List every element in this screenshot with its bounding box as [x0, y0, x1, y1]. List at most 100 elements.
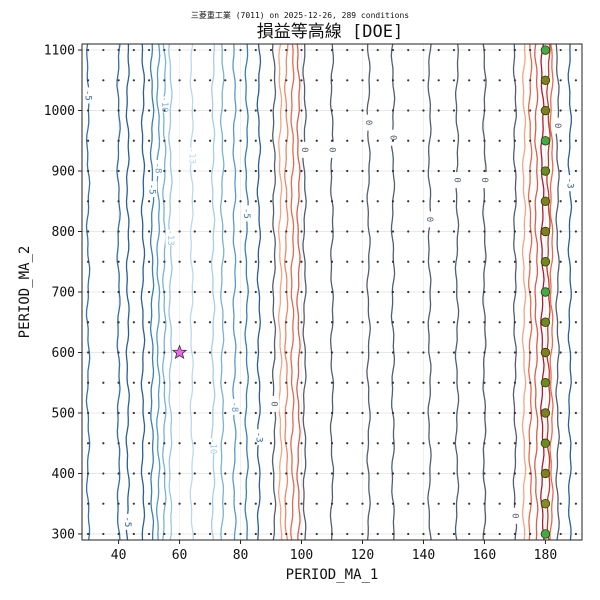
sample-point — [239, 260, 242, 263]
sample-point — [452, 169, 456, 173]
sample-point — [315, 321, 318, 324]
sample-point — [315, 502, 318, 505]
sample-point — [285, 200, 288, 203]
sample-point — [513, 290, 517, 294]
sample-point — [422, 290, 425, 294]
sample-point — [407, 260, 410, 263]
sample-point — [117, 351, 120, 354]
contour-label: -5 — [83, 90, 93, 101]
sample-point — [452, 472, 456, 475]
sample-point — [498, 200, 501, 203]
sample-point — [346, 169, 349, 173]
sample-point — [254, 411, 257, 415]
sample-point — [330, 200, 334, 203]
sample-point — [239, 169, 242, 173]
sample-point — [498, 290, 501, 294]
sample-point — [574, 532, 578, 536]
sample-point — [208, 442, 212, 445]
y-tick-label: 600 — [52, 346, 75, 361]
sample-point — [178, 321, 181, 324]
sample-point — [86, 411, 90, 415]
sample-point — [147, 381, 151, 384]
sample-point — [147, 48, 151, 52]
contour-line — [256, 43, 262, 541]
highlighted-point — [540, 317, 551, 327]
contour-label-bg — [299, 141, 310, 158]
sample-point — [300, 230, 303, 233]
sample-point — [285, 411, 288, 415]
sample-point — [300, 109, 303, 112]
x-tick-label: 40 — [111, 548, 127, 563]
highlighted-point — [540, 529, 551, 539]
x-tick-label: 140 — [412, 548, 435, 563]
sample-point — [224, 139, 227, 142]
sample-point — [346, 351, 349, 354]
contour-labels: -5 -5 -5 -8 -10 -13 -13 -10 -8 -5 -3 0 0 0 0 0 0 0 0 0 0 -3 — [83, 87, 575, 530]
sample-point — [529, 260, 532, 263]
sample-point — [452, 139, 456, 142]
sample-point — [178, 260, 181, 263]
sample-point — [559, 200, 562, 203]
sample-point — [178, 381, 181, 384]
sample-point — [315, 260, 318, 263]
sample-point — [513, 230, 517, 233]
contour-line — [549, 43, 554, 541]
y-tick-label: 1000 — [44, 104, 75, 119]
sample-point — [376, 139, 379, 142]
sample-point — [330, 109, 334, 112]
sample-point — [407, 351, 410, 354]
sample-point — [269, 109, 273, 112]
contour-label-bg — [509, 507, 520, 524]
sample-point — [193, 48, 196, 52]
sample-point — [559, 411, 562, 415]
sample-point — [147, 502, 151, 505]
contour-line — [219, 43, 225, 541]
sample-point — [102, 472, 105, 475]
sample-point — [269, 442, 273, 445]
sample-point — [163, 502, 166, 505]
sample-point — [330, 48, 334, 52]
sample-point — [254, 381, 257, 384]
sample-point — [117, 260, 120, 263]
contour-label: -13 — [186, 148, 196, 164]
sample-point — [208, 532, 212, 536]
sample-point — [117, 411, 120, 415]
sample-point — [361, 230, 364, 233]
contour-label: -3 — [253, 432, 263, 443]
sample-point — [422, 411, 425, 415]
sample-point — [559, 472, 562, 475]
sample-point — [468, 442, 471, 445]
sample-point — [208, 290, 212, 294]
sample-point — [269, 321, 273, 324]
sample-point — [132, 351, 135, 354]
contour-line — [567, 43, 573, 541]
sample-point — [239, 290, 242, 294]
sample-point — [300, 79, 303, 82]
sample-point — [376, 79, 379, 82]
sample-point — [346, 230, 349, 233]
sample-point — [269, 290, 273, 294]
sample-point — [468, 169, 471, 173]
sample-point — [86, 351, 90, 354]
sample-point — [483, 321, 486, 324]
sample-point — [498, 502, 501, 505]
contour-label-bg — [186, 147, 197, 164]
sample-point — [513, 200, 517, 203]
contour-label: 0 — [509, 513, 519, 518]
sample-point — [559, 139, 562, 142]
contour-line — [189, 43, 194, 541]
sample-point — [498, 442, 501, 445]
highlighted-point — [540, 257, 551, 267]
sample-point — [315, 472, 318, 475]
sample-point — [315, 230, 318, 233]
sample-point — [254, 472, 257, 475]
sample-point — [300, 472, 303, 475]
sample-point — [498, 260, 501, 263]
sample-point — [574, 200, 578, 203]
sample-point — [102, 290, 105, 294]
sample-point — [529, 290, 532, 294]
sample-point — [285, 381, 288, 384]
highlighted-point — [540, 136, 551, 146]
sample-point — [346, 48, 349, 52]
sample-point — [193, 169, 196, 173]
